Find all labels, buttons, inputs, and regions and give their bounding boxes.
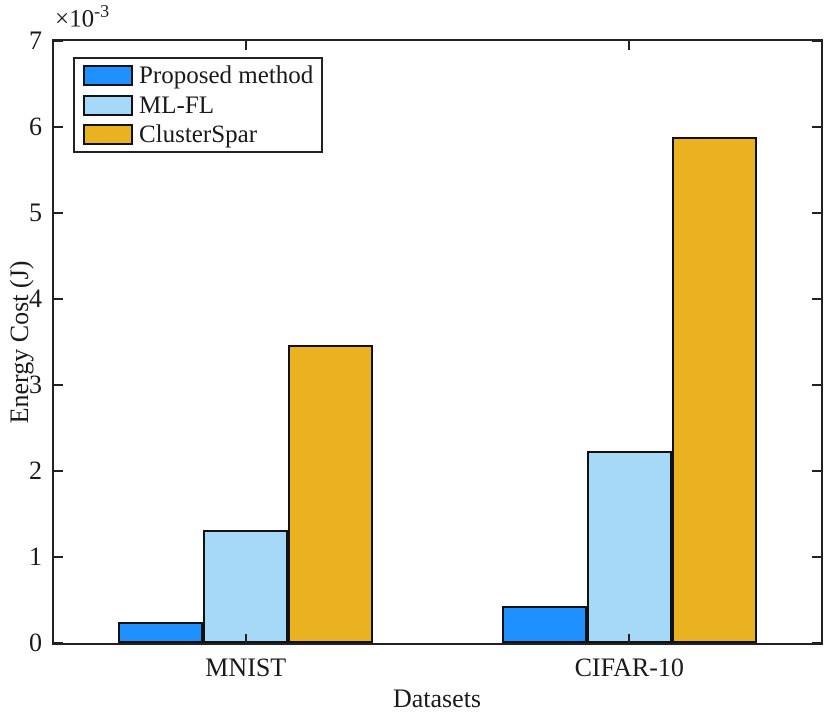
- bar-mnist-1: [203, 529, 289, 643]
- y-tick-left: [54, 212, 63, 214]
- y-tick-right: [812, 642, 821, 644]
- y-tick-left: [54, 556, 63, 558]
- y-tick-label: 1: [29, 542, 42, 571]
- y-tick-right: [812, 126, 821, 128]
- legend-item-proposed-method: Proposed method: [83, 63, 321, 88]
- bar-mnist-0: [118, 621, 204, 643]
- y-tick-right: [812, 470, 821, 472]
- plot-area: Proposed method ML-FL ClusterSpar: [52, 39, 823, 645]
- x-tick-top: [244, 41, 247, 50]
- y-tick-right: [812, 212, 821, 214]
- legend-label: Proposed method: [139, 62, 314, 90]
- offset-base: ×10: [55, 5, 95, 33]
- bar-cifar-10-1: [586, 451, 672, 643]
- legend-swatch-ml-fl: [83, 94, 133, 116]
- y-tick-right: [812, 298, 821, 300]
- x-tick-bottom: [628, 634, 631, 643]
- bar-cifar-10-2: [671, 137, 757, 643]
- y-tick-right: [812, 556, 821, 558]
- legend-label: ML-FL: [139, 91, 214, 119]
- y-tick-label: 3: [29, 370, 42, 399]
- y-tick-left: [54, 40, 63, 42]
- legend-item-ml-fl: ML-FL: [83, 93, 321, 118]
- legend-label: ClusterSpar: [139, 120, 258, 148]
- y-axis-offset-label: ×10-3: [55, 1, 109, 33]
- offset-exponent: -3: [94, 1, 110, 21]
- y-tick-label: 5: [29, 198, 42, 227]
- bar-mnist-2: [288, 344, 374, 643]
- y-tick-left: [54, 298, 63, 300]
- y-tick-left: [54, 126, 63, 128]
- y-tick-label: 2: [29, 456, 42, 485]
- y-tick-right: [812, 384, 821, 386]
- y-tick-label: 7: [29, 26, 42, 55]
- x-tick-bottom: [244, 634, 247, 643]
- x-tick-top: [628, 41, 631, 50]
- legend-swatch-clusterspar: [83, 123, 133, 145]
- y-tick-right: [812, 40, 821, 42]
- y-tick-left: [54, 642, 63, 644]
- y-tick-left: [54, 470, 63, 472]
- bar-cifar-10-0: [501, 606, 587, 643]
- y-tick-label: 4: [29, 284, 42, 313]
- x-axis-label: Datasets: [392, 684, 482, 713]
- x-tick-label: MNIST: [205, 653, 287, 682]
- y-tick-label: 6: [29, 112, 42, 141]
- legend-swatch-proposed-method: [83, 65, 133, 87]
- legend-item-clusterspar: ClusterSpar: [83, 122, 321, 147]
- legend: Proposed method ML-FL ClusterSpar: [73, 57, 323, 153]
- y-tick-left: [54, 384, 63, 386]
- y-tick-label: 0: [29, 628, 42, 657]
- x-tick-label: CIFAR-10: [574, 653, 684, 682]
